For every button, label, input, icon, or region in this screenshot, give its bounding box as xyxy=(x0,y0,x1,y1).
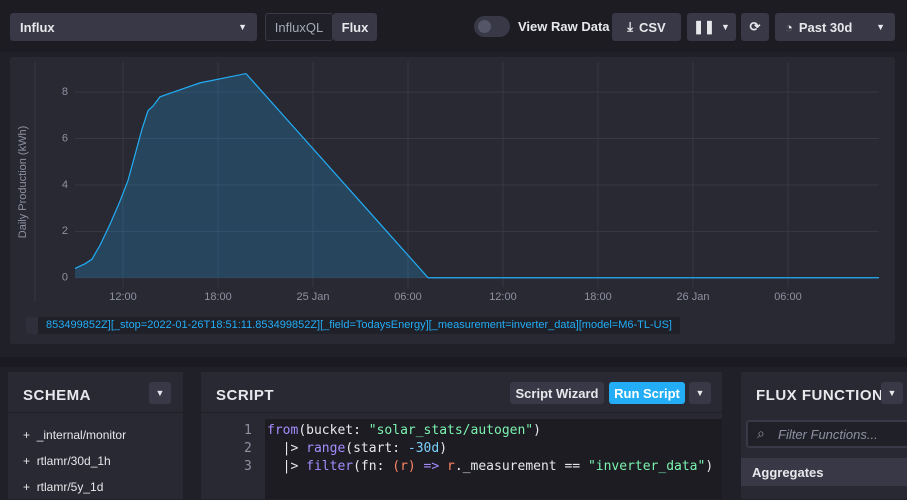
x-tick-label: 25 Jan xyxy=(296,291,329,303)
schema-item[interactable]: + rtlamr/30d_1h xyxy=(23,454,111,468)
token: (bucket: xyxy=(298,423,369,438)
raw-label: View Raw Data xyxy=(518,19,610,34)
area xyxy=(75,73,879,278)
y-tick-label: 2 xyxy=(62,225,68,237)
y-axis-label: Daily Production (kWh) xyxy=(17,126,29,238)
line xyxy=(74,72,879,279)
run-button[interactable]: Run Script xyxy=(609,382,685,404)
y-tick-label: 0 xyxy=(62,272,68,284)
run-menu[interactable]: ▼ xyxy=(689,382,711,404)
wizard-button[interactable]: Script Wizard xyxy=(510,382,604,404)
range-dropdown[interactable]: ◔ Past 30d ▼ xyxy=(775,13,895,41)
token: |> xyxy=(267,459,307,474)
search-placeholder: Filter Functions... xyxy=(778,427,878,442)
line-number: 1 xyxy=(244,423,252,438)
token: range xyxy=(306,441,346,456)
y-tick-label: 6 xyxy=(62,132,68,144)
x-tick-label: 12:00 xyxy=(489,291,517,303)
script-panel: SCRIPT Script Wizard Run Script ▼ 1 2 3 fr… xyxy=(201,372,722,499)
schema-item-label: _internal/monitor xyxy=(36,428,127,442)
divider[interactable] xyxy=(0,357,907,367)
search-input[interactable]: Filter Functions... ⌕ xyxy=(746,420,907,448)
x-tick-label: 26 Jan xyxy=(676,291,709,303)
y-tick-label: 8 xyxy=(62,86,68,98)
token: ) xyxy=(439,441,448,456)
token: ._measurement == xyxy=(454,459,588,474)
line-numbers: 1 2 3 xyxy=(244,422,252,476)
x-tick-label: 06:00 xyxy=(774,291,802,303)
panel-title: SCRIPT xyxy=(216,387,275,404)
icon: ⤓ xyxy=(627,19,633,34)
functions-panel: FLUX FUNCTIONS ▼ Filter Functions... ⌕ Ag… xyxy=(741,372,907,499)
token: (fn: xyxy=(353,459,393,474)
icon: ◔ xyxy=(785,19,793,35)
toggle[interactable] xyxy=(474,16,510,37)
source-label: Influx xyxy=(20,19,55,35)
token: ) xyxy=(705,459,714,474)
panel-title: FLUX FUNCTIONS xyxy=(756,387,894,404)
legend-handle xyxy=(26,317,38,334)
x-tick-label: 18:00 xyxy=(584,291,612,303)
collapse[interactable]: ▼ xyxy=(149,382,171,404)
token: "solar_stats/autogen" xyxy=(368,423,534,438)
token: (r) xyxy=(392,459,416,474)
mode-button[interactable]: Flux xyxy=(333,13,377,41)
token: -30d xyxy=(407,441,440,456)
csv-label: CSV xyxy=(639,19,666,35)
line-number: 3 xyxy=(244,459,252,474)
token: filter xyxy=(306,459,354,474)
chart: Daily Production (kWh) 0 2 4 6 8 12:00 18:00 25… xyxy=(17,62,879,303)
x-tick-label: 12:00 xyxy=(109,291,137,303)
range-label: Past 30d xyxy=(798,19,853,35)
schema-panel: SCHEMA ▼ + _internal/monitor + rtlamr/30… xyxy=(8,372,183,499)
token: |> xyxy=(267,441,307,456)
pause-button[interactable]: ❚❚ ▼ xyxy=(687,13,736,41)
legend: 853499852Z][_stop=2022-01-26T18:51:11.85… xyxy=(26,317,680,334)
editor[interactable]: from(bucket: "solar_stats/autogen") |> r… xyxy=(265,419,722,499)
source-dropdown[interactable]: Influx ▼ xyxy=(10,13,257,41)
token: ) xyxy=(533,423,541,438)
token: "inverter_data" xyxy=(587,459,706,474)
refresh-button[interactable]: ⟳ xyxy=(741,13,769,41)
collapse[interactable]: ▼ xyxy=(881,382,903,404)
schema-item-label: rtlamr/30d_1h xyxy=(36,454,111,468)
toggle-knob xyxy=(478,20,491,33)
token: r xyxy=(447,459,455,474)
function-group[interactable]: Aggregates xyxy=(741,458,907,486)
schema-item[interactable]: + _internal/monitor xyxy=(23,428,127,442)
graph-panel xyxy=(10,57,895,344)
panel-title: SCHEMA xyxy=(23,387,92,404)
schema-item[interactable]: + rtlamr/5y_1d xyxy=(23,480,104,494)
schema-item-label: rtlamr/5y_1d xyxy=(36,480,104,494)
csv-button[interactable]: ⤓ CSV xyxy=(612,13,681,41)
token: => xyxy=(415,459,448,474)
token: (start: xyxy=(345,441,408,456)
legend-entry: 853499852Z][_stop=2022-01-26T18:51:11.85… xyxy=(46,319,672,331)
x-tick-label: 06:00 xyxy=(394,291,422,303)
x-tick-label: 18:00 xyxy=(204,291,232,303)
y-tick-label: 4 xyxy=(62,179,68,191)
schema-list: + _internal/monitor + rtlamr/30d_1h + rt… xyxy=(23,422,126,500)
mode-button[interactable]: InfluxQL xyxy=(265,13,333,41)
line-number: 2 xyxy=(244,441,252,456)
token: from xyxy=(267,423,299,438)
